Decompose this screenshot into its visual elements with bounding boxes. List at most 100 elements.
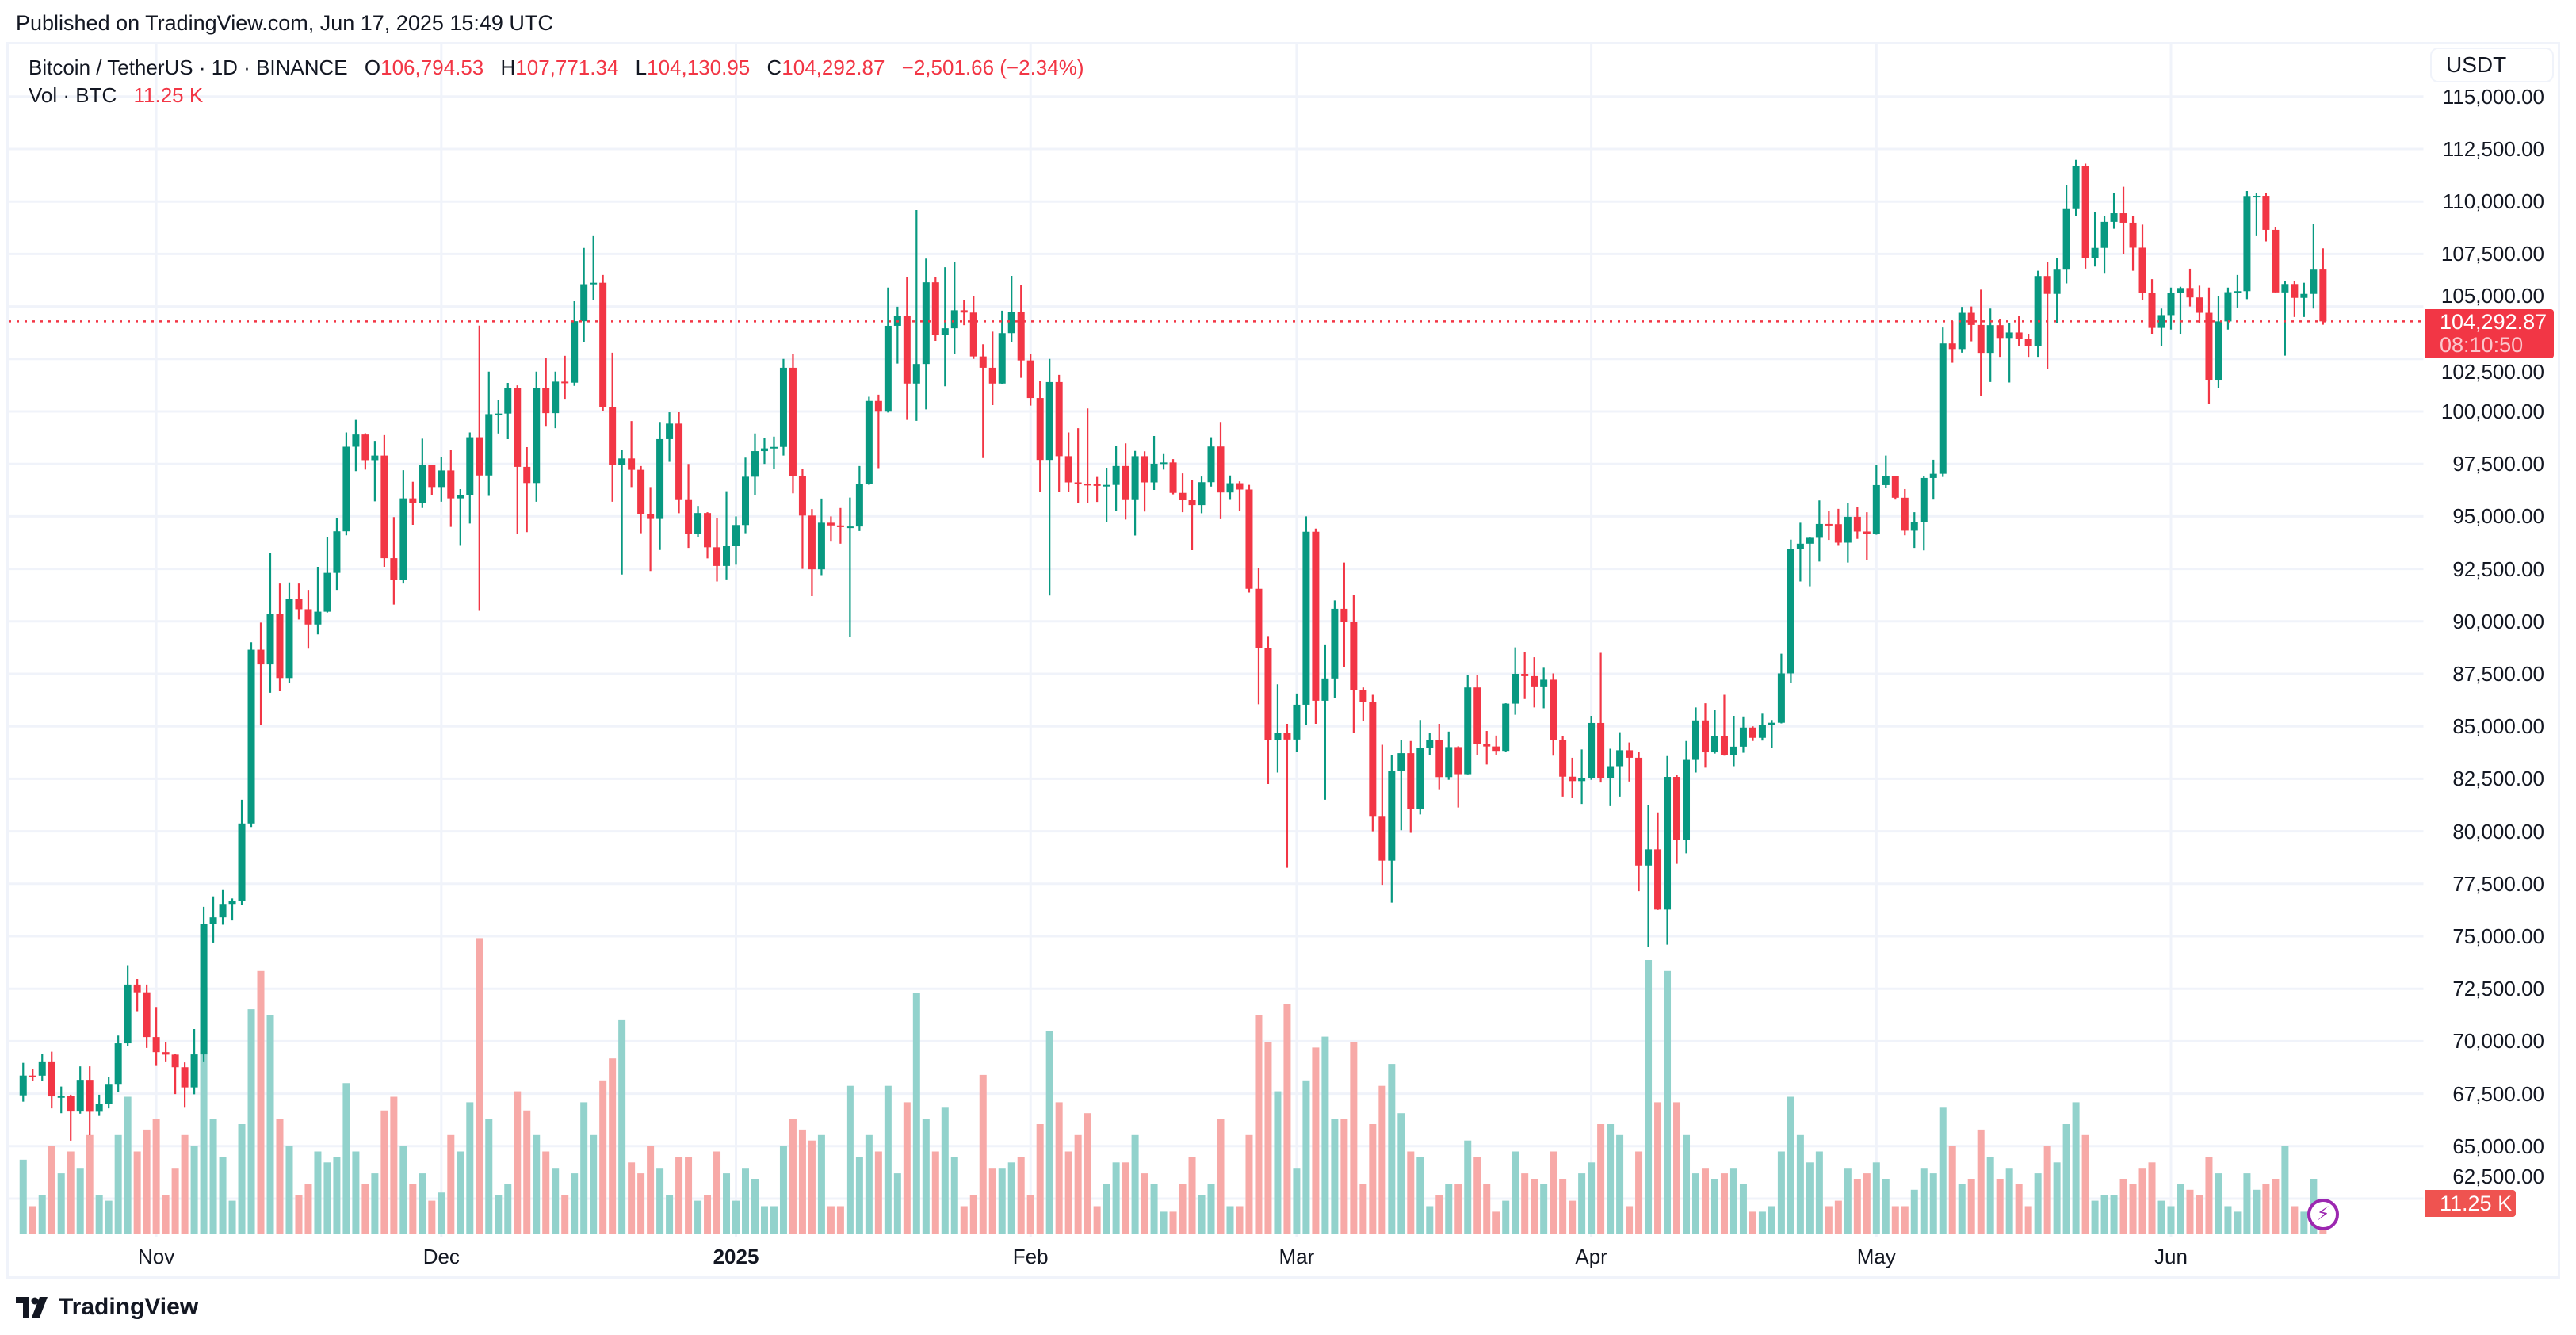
candle-body (124, 984, 132, 1044)
volume-bar (419, 1173, 426, 1234)
volume-bar (2024, 1206, 2032, 1234)
volume-bar (855, 1157, 863, 1234)
tradingview-brand[interactable]: TradingView (16, 1294, 198, 1321)
volume-bar (2091, 1200, 2099, 1234)
candle-body (1055, 381, 1063, 457)
chart-pane[interactable] (6, 42, 2560, 1279)
candle-body (257, 649, 265, 665)
volume-bar (2215, 1173, 2222, 1234)
candle-body (1834, 524, 1842, 543)
volume-bar (257, 970, 265, 1234)
volume-bar (817, 1134, 825, 1234)
candle-body (855, 484, 863, 527)
volume-bar (181, 1134, 189, 1234)
volume-bar (1531, 1179, 1538, 1234)
volume-bar (361, 1184, 369, 1234)
volume-bar (1122, 1162, 1129, 1234)
volume-bar (190, 1146, 198, 1234)
candle-body (2100, 221, 2108, 248)
candle-body (314, 611, 322, 625)
volume-bar (599, 1080, 607, 1234)
candle-body (1426, 740, 1434, 748)
volume-bar (1331, 1119, 1339, 1234)
candle-body (732, 525, 740, 547)
candle-body (1340, 608, 1348, 622)
volume-bar (114, 1134, 122, 1234)
candle-body (2291, 284, 2299, 298)
time-tick-label: Jun (2154, 1245, 2188, 1268)
candle-body (561, 381, 569, 384)
volume-bar (1512, 1151, 1519, 1234)
candle-body (276, 614, 284, 679)
candle-body (1064, 456, 1072, 483)
candle-body (2119, 213, 2127, 223)
candle-body (2110, 213, 2118, 222)
currency-button[interactable]: USDT (2430, 48, 2554, 82)
volume-bar (1872, 1162, 1880, 1234)
candle-body (2300, 293, 2308, 298)
volume-bar (1274, 1091, 1282, 1234)
volume-bar (1036, 1124, 1044, 1234)
candle-body (1217, 446, 1225, 493)
symbol-title[interactable]: Bitcoin / TetherUS · 1D · BINANCE (29, 55, 348, 79)
volume-bar (523, 1110, 531, 1234)
candle-body (1673, 777, 1681, 840)
volume-bar (1654, 1102, 1662, 1234)
volume-bar (29, 1206, 36, 1234)
volume-bar (1026, 1195, 1034, 1234)
candle-body (1416, 748, 1424, 809)
price-tick-label: 105,000.00 (2440, 284, 2544, 308)
price-tick-label: 100,000.00 (2440, 400, 2544, 423)
candle-body (466, 437, 474, 495)
candle-body (1445, 747, 1453, 778)
volume-label[interactable]: Vol · BTC (29, 83, 117, 107)
open-label: O (364, 55, 381, 79)
volume-bar (2281, 1146, 2289, 1234)
volume-bar (647, 1146, 655, 1234)
volume-bar (1445, 1184, 1453, 1234)
volume-bar (1179, 1184, 1187, 1234)
candle-body (495, 413, 503, 415)
candle-body (884, 325, 892, 412)
volume-bar (1550, 1151, 1557, 1234)
candle-body (19, 1075, 27, 1096)
candle-body (1312, 531, 1320, 701)
volume-bar (969, 1195, 977, 1234)
high-value: 107,771.34 (515, 55, 619, 79)
candle-body (656, 438, 664, 519)
volume-bar (1255, 1015, 1263, 1234)
candle-body (542, 388, 550, 414)
candle-body (247, 649, 255, 824)
candle-body (143, 992, 151, 1038)
volume-bar (1312, 1047, 1320, 1234)
lightning-bolt-icon[interactable]: ⚡︎ (2307, 1199, 2339, 1230)
candle-body (1483, 744, 1491, 747)
candle-body (2129, 222, 2137, 248)
candle-body (371, 455, 379, 461)
candle-body (590, 282, 598, 285)
last-price-label: 104,292.87 08:10:50 (2425, 309, 2554, 358)
volume-bar (1796, 1134, 1804, 1234)
candle-body (1007, 312, 1015, 334)
candle-body (1701, 720, 1709, 753)
volume-bar (941, 1107, 949, 1234)
last-volume-label: 11.25 K (2425, 1190, 2516, 1217)
volume-bar (846, 1085, 854, 1234)
volume-bar (1901, 1206, 1909, 1234)
candle-body (76, 1080, 84, 1112)
volume-bar (105, 1200, 113, 1234)
volume-bar (323, 1162, 331, 1234)
candle-body (1017, 312, 1025, 361)
candle-body (533, 388, 541, 484)
candle-body (1825, 523, 1833, 526)
price-tick-label: 62,500.00 (2452, 1165, 2544, 1188)
candle-body (1464, 687, 1472, 775)
candle-body (1302, 531, 1310, 705)
candle-body (1664, 777, 1672, 910)
volume-bar (2205, 1157, 2213, 1234)
candle-body (1720, 736, 1728, 755)
volume-bar (399, 1146, 407, 1234)
candle-body (950, 310, 958, 329)
candle-body (2310, 269, 2318, 294)
